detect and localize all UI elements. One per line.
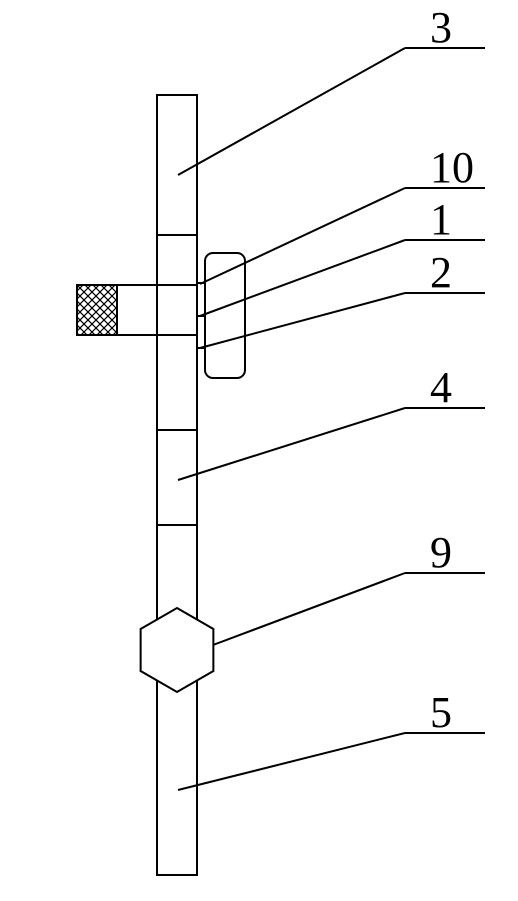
hex-nut — [141, 608, 214, 692]
label-1: 1 — [430, 195, 452, 244]
diagram-shapes — [77, 95, 245, 875]
leader-line — [178, 408, 405, 480]
main-column — [157, 95, 197, 875]
leader-line — [178, 48, 405, 175]
label-2: 2 — [430, 248, 452, 297]
label-9: 9 — [430, 528, 452, 577]
label-5: 5 — [430, 688, 452, 737]
label-3: 3 — [430, 3, 452, 52]
leader-line — [178, 733, 405, 790]
engineering-diagram: 3 1012 4 9 5 — [0, 0, 518, 901]
leader-line — [200, 188, 405, 284]
labels-group: 3 1012 4 9 5 — [430, 3, 474, 737]
label-4: 4 — [430, 363, 452, 412]
left-block-hatched — [77, 285, 117, 335]
leader-line — [213, 573, 405, 645]
label-10: 10 — [430, 143, 474, 192]
